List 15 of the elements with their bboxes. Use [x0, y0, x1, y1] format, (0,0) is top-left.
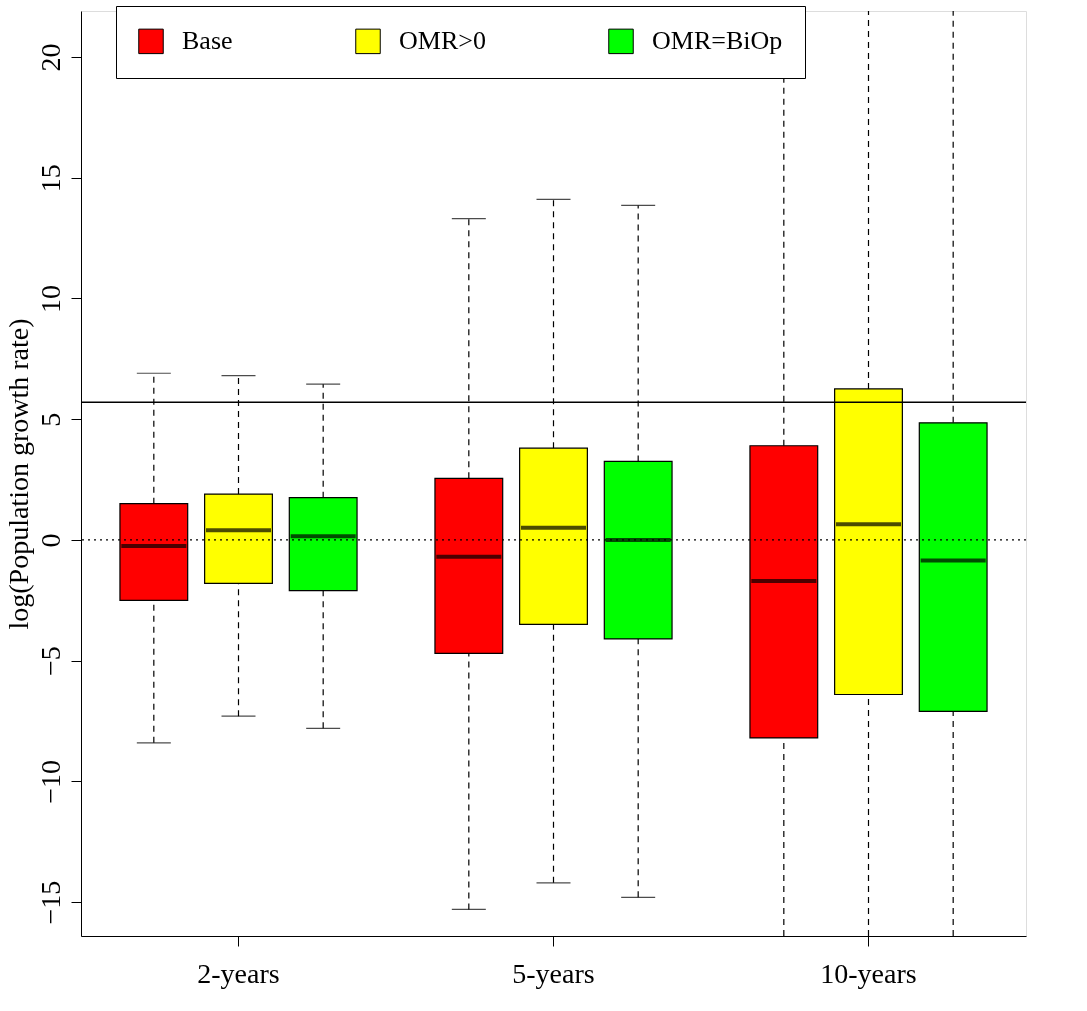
- y-tick-label: 20: [34, 43, 66, 72]
- y-tick-label: −10: [34, 760, 66, 804]
- y-tick-label: 0: [34, 533, 66, 548]
- y-tick-label: 15: [34, 164, 66, 193]
- x-tick-label: 5-years: [512, 957, 595, 989]
- legend-label: Base: [182, 26, 233, 56]
- y-tick-label: 5: [34, 412, 66, 427]
- y-axis-title: log(Population growth rate): [2, 318, 34, 630]
- x-tick-label: 2-years: [197, 957, 280, 989]
- y-tick-label: 10: [34, 284, 66, 313]
- y-tick-label: −15: [34, 880, 66, 925]
- y-tick-label: −5: [34, 646, 66, 677]
- x-tick-label: 10-years: [820, 957, 917, 989]
- legend-label: OMR=BiOp: [652, 26, 783, 56]
- legend-label: OMR>0: [399, 26, 486, 56]
